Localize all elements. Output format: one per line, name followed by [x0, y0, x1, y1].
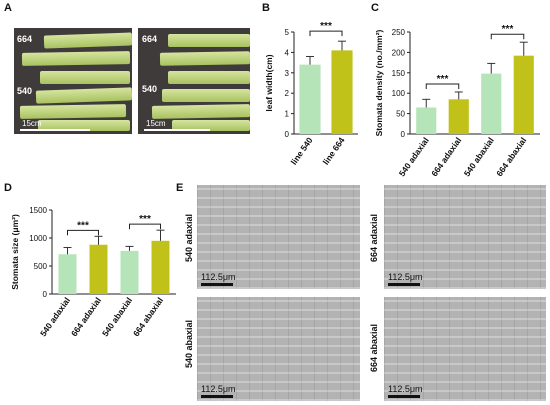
- significance-label: ***: [77, 220, 89, 231]
- chart-leaf-width: 0 1 2 3 4 5 leaf width(cm) line 540 line 664 ***: [264, 21, 358, 167]
- y-tick-label: 4: [285, 48, 290, 57]
- bar: [481, 73, 502, 134]
- micrograph-label-664-abaxial: 664 abaxial: [369, 323, 379, 372]
- leaf-photo-left: 664 540 15cm: [14, 28, 132, 134]
- significance-bracket: [129, 223, 161, 230]
- significance-bracket: [490, 33, 525, 40]
- bar: [120, 250, 139, 294]
- category-label: 540 abaxial: [100, 295, 134, 338]
- y-tick-label: 3: [285, 69, 290, 78]
- y-axis-label: Stomata density (no./mm²): [374, 29, 384, 136]
- leaf-label-664: 664: [17, 34, 33, 44]
- micrograph-664-abaxial: 112.5μm: [384, 297, 546, 401]
- y-tick-label: 50: [396, 110, 405, 119]
- category-label: line 664: [321, 135, 347, 167]
- chart-stomata-size: 0 500 1000 1500 Stomata size (μm²) 540 adaxia…: [10, 206, 176, 338]
- micrograph-scale-label: 112.5μm: [388, 272, 423, 282]
- y-tick-label: 0: [401, 130, 406, 139]
- scale-bar: [144, 129, 210, 131]
- leaf-label-540: 540: [17, 86, 33, 96]
- micrograph-label-540-adaxial: 540 adaxial: [184, 213, 194, 262]
- micrograph-540-abaxial: 112.5μm: [197, 297, 360, 401]
- leaf: [21, 51, 131, 66]
- y-tick-label: 200: [392, 48, 406, 57]
- leaf: [168, 34, 250, 47]
- bar: [416, 107, 437, 134]
- panel-letter-b: B: [262, 2, 270, 14]
- panel-letter-a: A: [4, 2, 12, 14]
- micrograph-scale-bar: [388, 395, 420, 398]
- significance-bracket: [309, 30, 343, 37]
- leaf: [172, 120, 250, 131]
- leaf: [43, 32, 132, 49]
- panel-letter-d: D: [4, 182, 12, 194]
- leaf: [19, 104, 127, 119]
- panel-letter-c: C: [371, 2, 379, 14]
- category-label: 540 abaxial: [462, 135, 496, 178]
- scale-bar: [20, 129, 90, 131]
- leaf-photo-right: 664 540 15cm: [138, 28, 250, 134]
- category-label: line 540: [289, 135, 315, 167]
- y-tick-label: 5: [285, 28, 290, 37]
- chart-stomata-density: 0 50 100 150 200 250 Stomata density (no./mm²)…: [374, 24, 540, 178]
- y-tick-label: 1000: [29, 234, 47, 243]
- micrograph-540-adaxial: 112.5μm: [197, 185, 360, 289]
- y-tick-label: 1: [285, 110, 290, 119]
- leaf-label-540: 540: [142, 84, 158, 94]
- leaf: [162, 89, 250, 102]
- category-label: 664 adaxial: [429, 135, 463, 178]
- significance-label: ***: [502, 24, 514, 35]
- significance-label: ***: [437, 74, 449, 85]
- leaf: [159, 51, 250, 66]
- bar: [513, 55, 534, 134]
- leaf: [35, 87, 132, 104]
- significance-label: ***: [139, 214, 151, 225]
- micrograph-scale-label: 112.5μm: [388, 384, 423, 394]
- bar: [58, 254, 77, 294]
- micrograph-scale-bar: [201, 395, 233, 398]
- category-label: 664 adaxial: [69, 295, 103, 338]
- leaf: [40, 71, 130, 84]
- panel-letter-e: E: [176, 182, 184, 194]
- y-tick-label: 0: [285, 130, 290, 139]
- bar: [331, 50, 353, 134]
- y-axis-label: leaf width(cm): [264, 54, 274, 111]
- bar: [448, 99, 469, 134]
- y-axis-label: Stomata size (μm²): [10, 214, 20, 290]
- micrograph-scale-label: 112.5μm: [201, 272, 236, 282]
- bar: [151, 240, 170, 294]
- category-label: 664 abaxial: [131, 295, 165, 338]
- significance-bracket: [67, 229, 99, 236]
- scale-label: 15cm: [22, 119, 42, 128]
- significance-label: ***: [320, 21, 332, 32]
- micrograph-scale-label: 112.5μm: [201, 384, 236, 394]
- category-label: 664 abaxial: [494, 135, 528, 178]
- micrograph-scale-bar: [388, 283, 420, 286]
- leaf: [151, 104, 250, 119]
- micrograph-label-540-abaxial: 540 abaxial: [184, 319, 194, 368]
- significance-bracket: [425, 83, 460, 89]
- micrograph-664-adaxial: 112.5μm: [384, 185, 546, 289]
- bar: [299, 64, 321, 134]
- category-label: 540 adaxial: [38, 295, 72, 338]
- scale-label: 15cm: [146, 119, 166, 128]
- y-tick-label: 0: [43, 290, 48, 299]
- micrograph-scale-bar: [201, 283, 233, 286]
- category-label: 540 adaxial: [397, 135, 431, 178]
- micrograph-label-664-adaxial: 664 adaxial: [369, 213, 379, 262]
- y-tick-label: 1500: [29, 206, 47, 215]
- y-tick-label: 500: [34, 262, 48, 271]
- leaf-label-664: 664: [142, 34, 158, 44]
- leaf: [38, 120, 130, 131]
- bar: [89, 244, 108, 294]
- y-tick-label: 100: [392, 89, 406, 98]
- y-tick-label: 150: [392, 69, 406, 78]
- y-tick-label: 250: [392, 28, 406, 37]
- y-tick-label: 2: [285, 89, 290, 98]
- leaf: [168, 71, 250, 84]
